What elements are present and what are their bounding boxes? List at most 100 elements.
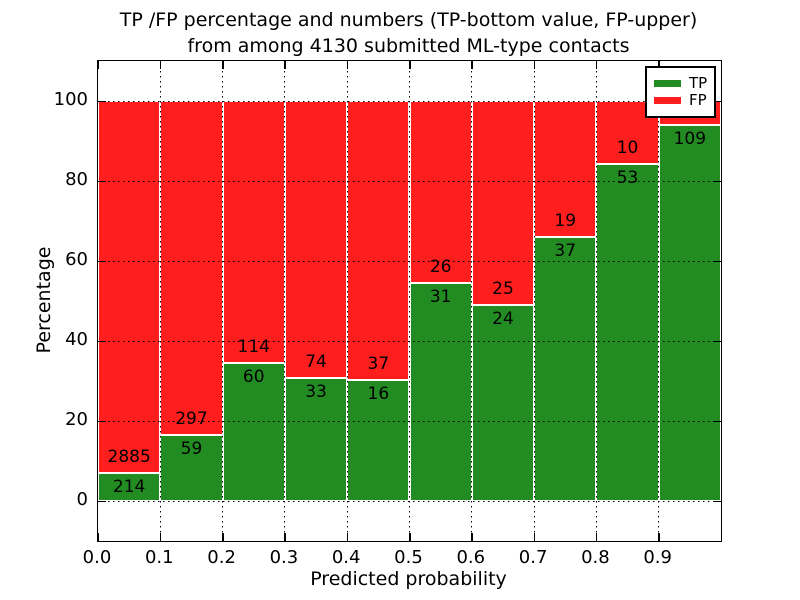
legend-label: FP — [689, 91, 707, 109]
y-tick-label: 100 — [53, 89, 88, 110]
x-tick-mark-top — [533, 61, 536, 69]
x-tick-label: 0.7 — [518, 547, 548, 568]
y-tick-mark-right — [713, 180, 721, 182]
bar-segment-tp — [471, 305, 535, 501]
y-tick-mark-left — [98, 180, 106, 182]
bar-label-fp: 114 — [237, 337, 270, 358]
bar-label-tp: 214 — [112, 477, 146, 498]
legend-entry-tp: TP — [654, 76, 707, 91]
bar-label-tp: 16 — [367, 384, 390, 405]
x-tick-mark-bottom — [471, 533, 473, 541]
x-tick-mark-top — [284, 61, 286, 69]
x-tick-mark-bottom — [658, 533, 660, 541]
gridline-x-0.8 — [595, 61, 597, 541]
x-tick-label: 0.5 — [394, 547, 423, 568]
bar-segment-fp — [534, 101, 597, 237]
bar-segment-tp — [409, 283, 472, 501]
legend: TP FP — [645, 66, 716, 118]
bar-segment-tp — [658, 125, 721, 501]
bar-label-fp: 25 — [492, 279, 514, 300]
bar-label-tp: 53 — [616, 168, 639, 189]
x-tick-mark-top — [658, 61, 660, 69]
x-tick-mark-bottom — [222, 533, 224, 541]
bar-label-fp: 2885 — [107, 447, 151, 468]
bar-segment-fp — [222, 101, 285, 364]
gridline-x-0.5 — [409, 61, 410, 541]
x-tick-mark-bottom — [284, 533, 286, 541]
bar-label-tp: 109 — [673, 129, 707, 150]
x-tick-mark-top — [346, 61, 349, 69]
x-tick-label: 0.9 — [643, 547, 672, 568]
plot-area: 2885 214 297 59 114 60 74 33 37 16 26 31 25 24 19 37 10 5… — [97, 60, 722, 542]
bar-segment-tp — [284, 377, 348, 501]
x-tick-label: 0.3 — [269, 547, 299, 568]
bar-label-tp: 59 — [180, 438, 203, 459]
bar-segment-fp — [409, 101, 472, 284]
gridline-x-0.2 — [222, 61, 224, 541]
gridline-x-0.9 — [658, 61, 660, 541]
x-tick-mark-top — [159, 61, 162, 69]
bar-label-fp: 37 — [367, 354, 390, 375]
y-tick-mark-right — [713, 340, 721, 342]
x-tick-mark-top — [409, 61, 411, 69]
x-tick-mark-top — [97, 61, 99, 69]
gridline-x-0.4 — [346, 61, 348, 541]
bar-label-fp: 297 — [175, 408, 208, 429]
x-tick-label: 0.2 — [207, 547, 236, 568]
gridline-x-0.6 — [471, 61, 473, 541]
y-tick-mark-right — [713, 500, 721, 502]
y-tick-mark-left — [98, 420, 106, 422]
bar-label-tp: 33 — [305, 381, 327, 402]
chart-title-line1: TP /FP percentage and numbers (TP-bottom… — [119, 9, 698, 31]
x-tick-mark-top — [222, 61, 224, 69]
x-tick-mark-bottom — [595, 533, 598, 541]
y-tick-mark-left — [98, 500, 106, 502]
x-tick-label: 0.8 — [581, 547, 610, 568]
bar-segment-fp — [98, 101, 161, 474]
y-tick-mark-left — [98, 340, 106, 342]
bar-label-fp: 26 — [429, 257, 452, 278]
legend-swatch-tp-icon — [654, 80, 681, 87]
x-tick-mark-bottom — [533, 533, 536, 541]
legend-swatch-fp-icon — [654, 97, 681, 104]
x-tick-mark-bottom — [97, 533, 99, 541]
x-axis-label: Predicted probability — [310, 568, 507, 590]
x-tick-mark-bottom — [346, 533, 349, 541]
y-tick-label: 60 — [65, 249, 88, 270]
x-tick-mark-bottom — [409, 533, 411, 541]
bar-segment-tp — [98, 473, 161, 501]
y-tick-mark-right — [713, 420, 721, 422]
bar-label-tp: 37 — [554, 240, 577, 261]
legend-label: TP — [689, 74, 708, 92]
x-tick-label: 0.4 — [331, 547, 361, 568]
x-tick-mark-top — [471, 61, 473, 69]
gridline-x-0.1 — [159, 61, 161, 541]
bar-label-tp: 31 — [429, 287, 452, 308]
x-tick-mark-top — [720, 61, 722, 69]
y-tick-mark-left — [98, 260, 106, 262]
y-tick-label: 40 — [65, 329, 88, 350]
chart-title: TP /FP percentage and numbers (TP-bottom… — [97, 7, 720, 59]
x-tick-mark-top — [595, 61, 598, 69]
bar-segment-fp — [347, 101, 410, 381]
y-tick-label: 0 — [76, 489, 88, 510]
x-tick-mark-bottom — [159, 533, 162, 541]
legend-entry-fp: FP — [654, 93, 707, 108]
bar-label-tp: 60 — [242, 367, 265, 388]
bar-segment-fp — [284, 101, 348, 378]
x-tick-label: 0.0 — [82, 547, 112, 568]
plot-inner: 2885 214 297 59 114 60 74 33 37 16 26 31 25 24 19 37 10 5… — [97, 61, 722, 541]
y-tick-mark-right — [713, 100, 721, 102]
bar-segment-tp — [222, 363, 285, 501]
bar-label-fp: 10 — [616, 138, 639, 159]
bar-label-tp: 24 — [492, 309, 514, 330]
x-tick-label: 0.1 — [144, 547, 174, 568]
gridline-x-0.3 — [284, 61, 286, 541]
bar-segment-tp — [534, 236, 597, 501]
x-tick-label: 0.6 — [456, 547, 486, 568]
y-tick-label: 80 — [65, 169, 88, 190]
bar-segment-tp — [347, 380, 410, 501]
y-tick-mark-right — [713, 260, 721, 262]
chart-title-line2: from among 4130 submitted ML-type contac… — [187, 35, 630, 57]
